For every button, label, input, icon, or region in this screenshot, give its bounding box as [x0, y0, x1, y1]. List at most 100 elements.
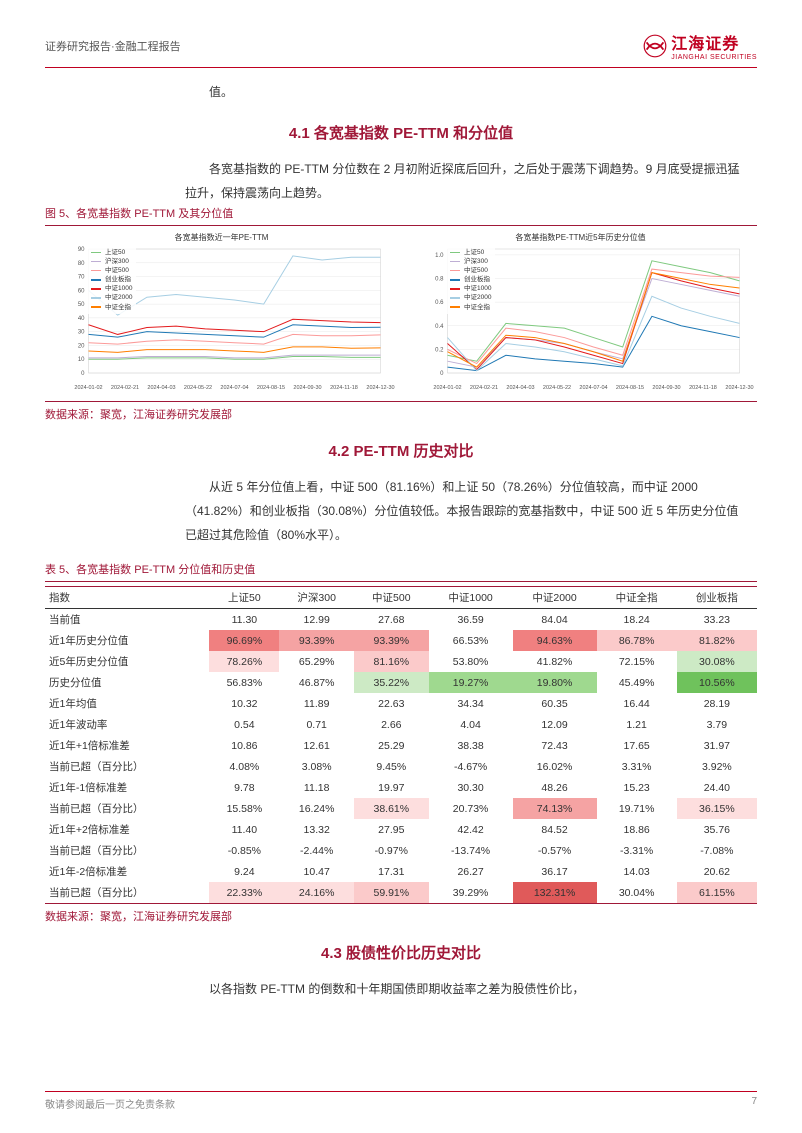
table-cell: 4.08%	[209, 756, 279, 777]
table-cell: 59.91%	[354, 882, 429, 904]
table-row: 当前已超（百分比）-0.85%-2.44%-0.97%-13.74%-0.57%…	[45, 840, 757, 861]
table-row: 近1年波动率0.540.712.664.0412.091.213.79	[45, 714, 757, 735]
legend-item: 中证2000	[91, 293, 132, 302]
table-cell: -3.31%	[597, 840, 677, 861]
svg-text:10: 10	[78, 357, 85, 363]
svg-text:0.4: 0.4	[435, 324, 444, 330]
table-row: 当前已超（百分比）22.33%24.16%59.91%39.29%132.31%…	[45, 882, 757, 904]
svg-text:60: 60	[78, 288, 85, 294]
table-cell: 27.95	[354, 819, 429, 840]
table-header: 中证2000	[513, 587, 597, 609]
svg-text:2024-09-30: 2024-09-30	[293, 385, 321, 391]
table-cell: 36.59	[429, 609, 513, 631]
svg-text:0: 0	[81, 371, 85, 377]
section-4-3-title: 4.3 股债性价比历史对比	[45, 942, 757, 963]
table-cell: 9.78	[209, 777, 279, 798]
svg-text:2024-05-22: 2024-05-22	[543, 385, 571, 391]
figure-5-caption: 图 5、各宽基指数 PE-TTM 及其分位值	[45, 205, 757, 221]
table-cell: 10.56%	[677, 672, 757, 693]
svg-text:2024-07-04: 2024-07-04	[220, 385, 248, 391]
legend-item: 中证500	[91, 266, 132, 275]
table-row-label: 当前已超（百分比）	[45, 840, 209, 861]
table-cell: 30.30	[429, 777, 513, 798]
table-cell: 61.15%	[677, 882, 757, 904]
table-row-label: 近1年-1倍标准差	[45, 777, 209, 798]
table-cell: 3.92%	[677, 756, 757, 777]
header-breadcrumb: 证券研究报告·金融工程报告	[45, 38, 181, 54]
table-cell: 15.23	[597, 777, 677, 798]
table-row: 当前已超（百分比）15.58%16.24%38.61%20.73%74.13%1…	[45, 798, 757, 819]
logo: 江海证券 JIANGHAI SECURITIES	[643, 30, 757, 61]
table-header: 中证全指	[597, 587, 677, 609]
chart-right: 各宽基指数PE-TTM近5年历史分位值 00.20.40.60.81.02024…	[404, 232, 757, 395]
footer-disclaimer: 敬请参阅最后一页之免责条款	[45, 1096, 175, 1111]
table-cell: 20.73%	[429, 798, 513, 819]
table-cell: 15.58%	[209, 798, 279, 819]
svg-text:0.6: 0.6	[435, 300, 444, 306]
table-cell: 16.44	[597, 693, 677, 714]
table-row-label: 近1年+1倍标准差	[45, 735, 209, 756]
table-cell: 22.33%	[209, 882, 279, 904]
page-footer: 敬请参阅最后一页之免责条款 7	[45, 1091, 757, 1111]
table-cell: 2.66	[354, 714, 429, 735]
svg-text:2024-07-04: 2024-07-04	[579, 385, 607, 391]
table-row-label: 近1年波动率	[45, 714, 209, 735]
table-cell: 56.83%	[209, 672, 279, 693]
table-cell: 81.82%	[677, 630, 757, 651]
legend-item: 中证全指	[450, 303, 491, 312]
table-row-label: 当前值	[45, 609, 209, 631]
table-cell: 3.31%	[597, 756, 677, 777]
table-row-label: 近1年历史分位值	[45, 630, 209, 651]
table-row: 近1年均值10.3211.8922.6334.3460.3516.4428.19	[45, 693, 757, 714]
table-row-label: 近1年+2倍标准差	[45, 819, 209, 840]
table-cell: 94.63%	[513, 630, 597, 651]
table-cell: 93.39%	[279, 630, 354, 651]
table-cell: 36.15%	[677, 798, 757, 819]
page-header: 证券研究报告·金融工程报告 江海证券 JIANGHAI SECURITIES	[45, 30, 757, 68]
table-cell: 18.24	[597, 609, 677, 631]
table-cell: -0.97%	[354, 840, 429, 861]
legend-item: 中证1000	[450, 284, 491, 293]
svg-text:2024-02-21: 2024-02-21	[111, 385, 139, 391]
table-cell: 26.27	[429, 861, 513, 882]
table-5-source: 数据来源：聚宽，江海证券研究发展部	[45, 908, 757, 924]
chart-right-legend: 上证50沪深300中证500创业板指中证1000中证2000中证全指	[446, 246, 495, 314]
table-cell: 45.49%	[597, 672, 677, 693]
table-cell: 1.21	[597, 714, 677, 735]
table-cell: 30.04%	[597, 882, 677, 904]
table-cell: 11.40	[209, 819, 279, 840]
table-cell: 46.87%	[279, 672, 354, 693]
svg-text:0: 0	[440, 371, 444, 377]
table-cell: 35.22%	[354, 672, 429, 693]
section-4-1-body: 各宽基指数的 PE-TTM 分位数在 2 月初附近探底后回升，之后处于震荡下调趋…	[185, 157, 747, 205]
table-5: 指数上证50沪深300中证500中证1000中证2000中证全指创业板指 当前值…	[45, 581, 757, 904]
table-cell: 41.82%	[513, 651, 597, 672]
table-cell: 0.71	[279, 714, 354, 735]
table-cell: 0.54	[209, 714, 279, 735]
table-row: 近1年+1倍标准差10.8612.6125.2938.3872.4317.653…	[45, 735, 757, 756]
intro-suffix: 值。	[185, 80, 747, 104]
table-cell: 96.69%	[209, 630, 279, 651]
table-cell: 20.62	[677, 861, 757, 882]
table-row-label: 当前已超（百分比）	[45, 756, 209, 777]
table-cell: 19.80%	[513, 672, 597, 693]
svg-text:2024-12-30: 2024-12-30	[725, 385, 753, 391]
svg-text:2024-12-30: 2024-12-30	[366, 385, 394, 391]
table-row: 当前已超（百分比）4.08%3.08%9.45%-4.67%16.02%3.31…	[45, 756, 757, 777]
logo-icon	[643, 34, 667, 58]
table-header: 沪深300	[279, 587, 354, 609]
svg-text:2024-02-21: 2024-02-21	[470, 385, 498, 391]
table-row: 当前值11.3012.9927.6836.5984.0418.2433.23	[45, 609, 757, 631]
table-row: 近1年+2倍标准差11.4013.3227.9542.4284.5218.863…	[45, 819, 757, 840]
legend-item: 沪深300	[91, 257, 132, 266]
table-cell: 12.09	[513, 714, 597, 735]
table-cell: 36.17	[513, 861, 597, 882]
svg-text:2024-11-18: 2024-11-18	[330, 385, 358, 391]
table-cell: 48.26	[513, 777, 597, 798]
legend-item: 上证50	[91, 248, 132, 257]
svg-text:2024-08-15: 2024-08-15	[257, 385, 285, 391]
table-cell: 53.80%	[429, 651, 513, 672]
table-row-label: 当前已超（百分比）	[45, 882, 209, 904]
table-cell: -7.08%	[677, 840, 757, 861]
table-cell: 25.29	[354, 735, 429, 756]
